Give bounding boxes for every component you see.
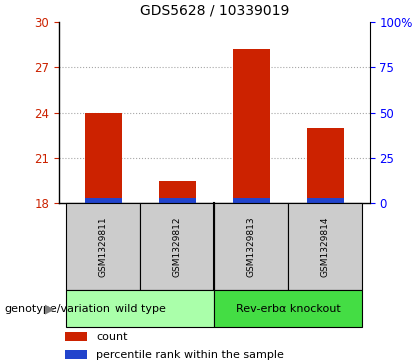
Text: count: count xyxy=(96,332,128,342)
Text: GSM1329814: GSM1329814 xyxy=(321,217,330,277)
Bar xyxy=(65,350,87,359)
Bar xyxy=(307,128,344,203)
Text: wild type: wild type xyxy=(115,303,165,314)
Bar xyxy=(214,290,362,327)
Title: GDS5628 / 10339019: GDS5628 / 10339019 xyxy=(139,4,289,18)
Text: GSM1329811: GSM1329811 xyxy=(99,216,108,277)
Text: GSM1329813: GSM1329813 xyxy=(247,216,256,277)
Bar xyxy=(159,180,196,203)
Bar xyxy=(65,332,87,341)
Bar xyxy=(140,203,214,290)
Text: GSM1329812: GSM1329812 xyxy=(173,217,182,277)
Bar xyxy=(85,113,122,203)
Text: percentile rank within the sample: percentile rank within the sample xyxy=(96,350,284,360)
Bar xyxy=(214,203,288,290)
Bar xyxy=(307,198,344,203)
Bar xyxy=(233,49,270,203)
Bar xyxy=(159,198,196,203)
Bar xyxy=(85,198,122,203)
Bar xyxy=(288,203,362,290)
Text: ▶: ▶ xyxy=(45,302,55,315)
Bar xyxy=(233,198,270,203)
Bar xyxy=(66,290,214,327)
Text: Rev-erbα knockout: Rev-erbα knockout xyxy=(236,303,341,314)
Bar xyxy=(66,203,140,290)
Text: genotype/variation: genotype/variation xyxy=(4,303,110,314)
